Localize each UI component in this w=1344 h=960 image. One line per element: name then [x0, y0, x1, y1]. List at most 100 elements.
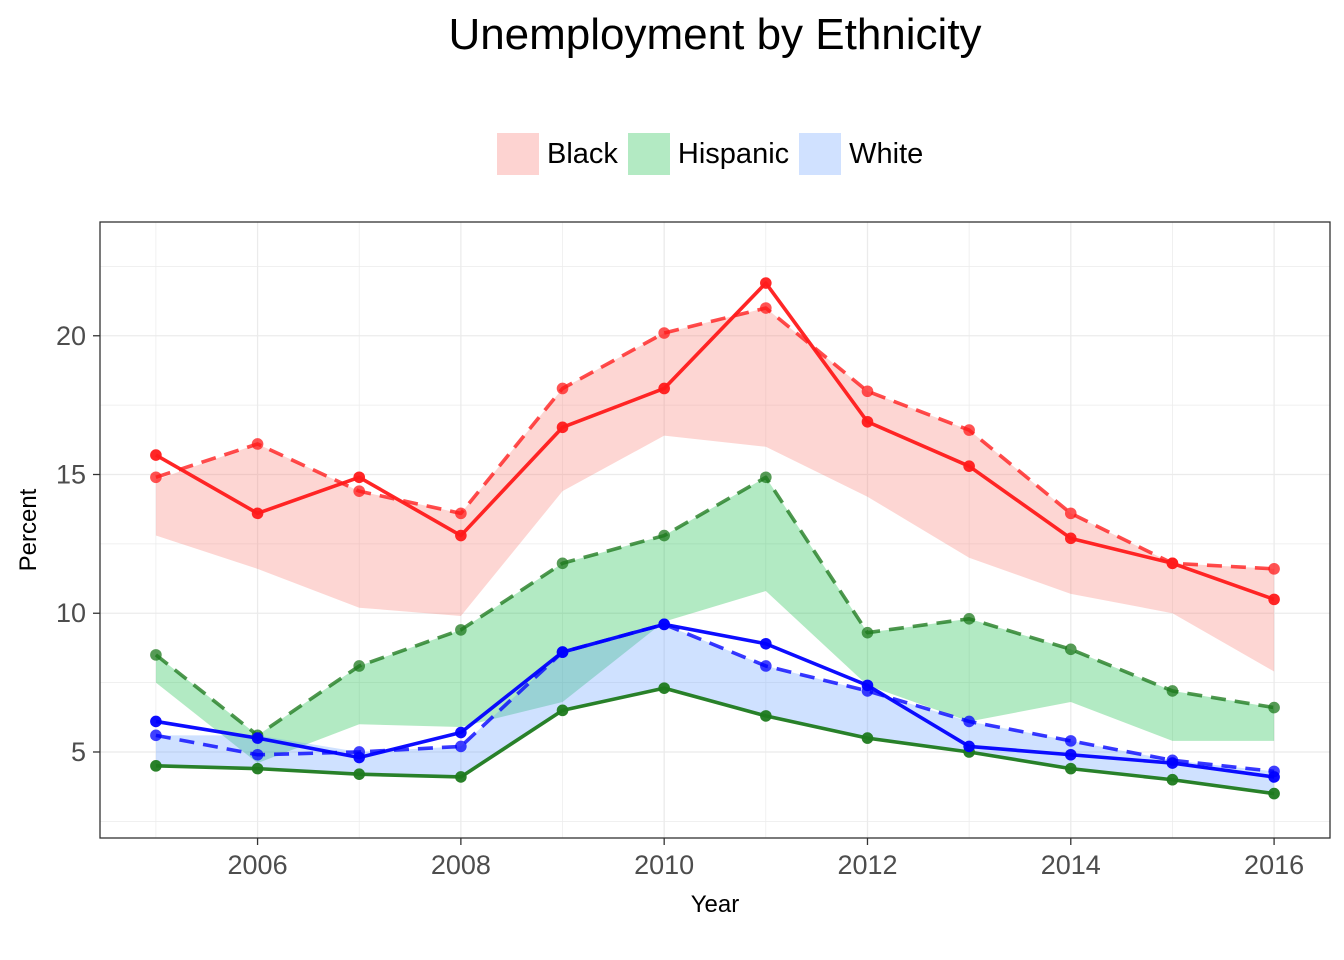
ribbon-hispanic	[155, 477, 1275, 764]
dashed-line-white	[155, 622, 1275, 774]
x-tick-label: 2014	[1041, 850, 1101, 880]
solid-point-black	[658, 382, 670, 395]
legend: Black Hispanic White	[497, 132, 933, 176]
dashed-point-black	[455, 507, 467, 520]
dashed-point-hispanic	[963, 612, 975, 625]
dashed-point-hispanic	[760, 471, 772, 484]
solid-point-white	[963, 740, 975, 753]
plot-panel-border	[99, 221, 1331, 839]
solid-point-hispanic	[861, 732, 874, 744]
solid-point-hispanic	[150, 760, 162, 772]
dashed-point-hispanic	[861, 626, 874, 639]
solid-point-black	[251, 507, 264, 520]
solid-point-black	[1064, 532, 1077, 545]
legend-item-black: Black	[497, 133, 618, 175]
y-tick-label: 10	[56, 598, 86, 628]
dashed-point-white	[455, 740, 467, 753]
solid-point-black	[353, 471, 366, 484]
dashed-point-black	[963, 424, 975, 436]
solid-point-hispanic	[556, 704, 569, 717]
solid-point-black	[1268, 593, 1280, 606]
solid-point-black	[455, 529, 467, 542]
solid-point-hispanic	[251, 762, 264, 775]
solid-point-black	[963, 460, 975, 472]
solid-line-white	[155, 622, 1275, 779]
solid-line-black	[155, 281, 1275, 602]
dashed-line-hispanic	[154, 475, 1275, 738]
solid-point-white	[251, 732, 264, 744]
solid-point-white	[556, 646, 569, 658]
solid-point-white	[658, 618, 670, 631]
solid-point-hispanic	[455, 771, 467, 783]
series-points	[150, 277, 1280, 800]
x-axis-title: Year	[691, 891, 740, 918]
x-tick-label: 2008	[431, 850, 491, 880]
dashed-point-black	[353, 485, 366, 497]
solid-point-black	[556, 421, 569, 434]
solid-point-hispanic	[1166, 773, 1179, 786]
dashed-point-white	[963, 715, 975, 728]
dashed-point-black	[760, 302, 772, 314]
dashed-point-hispanic	[1268, 701, 1280, 714]
y-tick-label: 20	[56, 321, 86, 351]
legend-label-black: Black	[547, 137, 618, 170]
legend-key-hispanic	[627, 133, 670, 175]
dashed-point-hispanic	[455, 624, 467, 636]
solid-point-white	[760, 637, 772, 650]
solid-point-hispanic	[760, 710, 772, 722]
dashed-point-black	[556, 382, 569, 395]
legend-item-white: White	[799, 133, 923, 175]
dashed-point-hispanic	[556, 557, 569, 570]
dashed-point-black	[861, 385, 874, 398]
dashed-point-black	[1064, 507, 1077, 520]
dashed-point-hispanic	[1064, 643, 1077, 656]
solid-point-white	[150, 715, 162, 728]
solid-point-hispanic	[1064, 762, 1077, 775]
solid-point-black	[1166, 557, 1179, 570]
x-tick-label: 2006	[228, 850, 288, 880]
y-tick-label: 5	[71, 737, 86, 767]
solid-point-white	[353, 751, 366, 764]
ribbons	[155, 308, 1275, 794]
ribbon-white	[155, 624, 1275, 794]
solid-point-black	[760, 277, 772, 289]
legend-label-white: White	[849, 137, 924, 170]
dashed-point-white	[1064, 735, 1077, 747]
dashed-point-black	[251, 438, 264, 450]
solid-point-white	[1268, 771, 1280, 783]
legend-key-black	[497, 133, 539, 175]
dashed-point-black	[658, 327, 670, 339]
dashed-point-hispanic	[353, 660, 366, 672]
solid-point-white	[1166, 757, 1179, 769]
chart-title: Unemployment by Ethnicity	[448, 10, 982, 59]
y-axis-title: Percent	[15, 488, 42, 571]
dashed-point-white	[251, 748, 264, 761]
series-lines	[154, 281, 1275, 796]
legend-label-hispanic: Hispanic	[677, 137, 790, 170]
solid-point-white	[1064, 748, 1077, 761]
ribbon-black	[155, 308, 1275, 672]
dashed-point-hispanic	[658, 529, 670, 542]
solid-point-hispanic	[353, 768, 366, 780]
solid-point-hispanic	[658, 682, 670, 694]
dashed-point-hispanic	[150, 649, 162, 661]
solid-point-black	[150, 449, 162, 461]
solid-point-black	[861, 415, 874, 428]
axis-ticks: 2006 2008 2010 2012 2014 2016 5 10 15 20	[56, 321, 1304, 880]
x-tick-label: 2016	[1244, 850, 1304, 880]
y-tick-label: 15	[56, 460, 86, 490]
dashed-point-black	[150, 471, 162, 484]
solid-line-hispanic	[155, 686, 1275, 796]
legend-item-hispanic: Hispanic	[627, 133, 790, 175]
dashed-point-black	[1268, 563, 1280, 575]
x-tick-label: 2012	[837, 850, 897, 880]
solid-point-hispanic	[1268, 787, 1280, 800]
x-tick-label: 2010	[634, 850, 694, 880]
solid-point-white	[861, 679, 874, 692]
dashed-point-white	[150, 729, 162, 742]
dashed-point-white	[760, 660, 772, 672]
legend-key-white	[799, 133, 842, 175]
solid-point-white	[455, 726, 467, 739]
dashed-point-hispanic	[1166, 685, 1179, 697]
